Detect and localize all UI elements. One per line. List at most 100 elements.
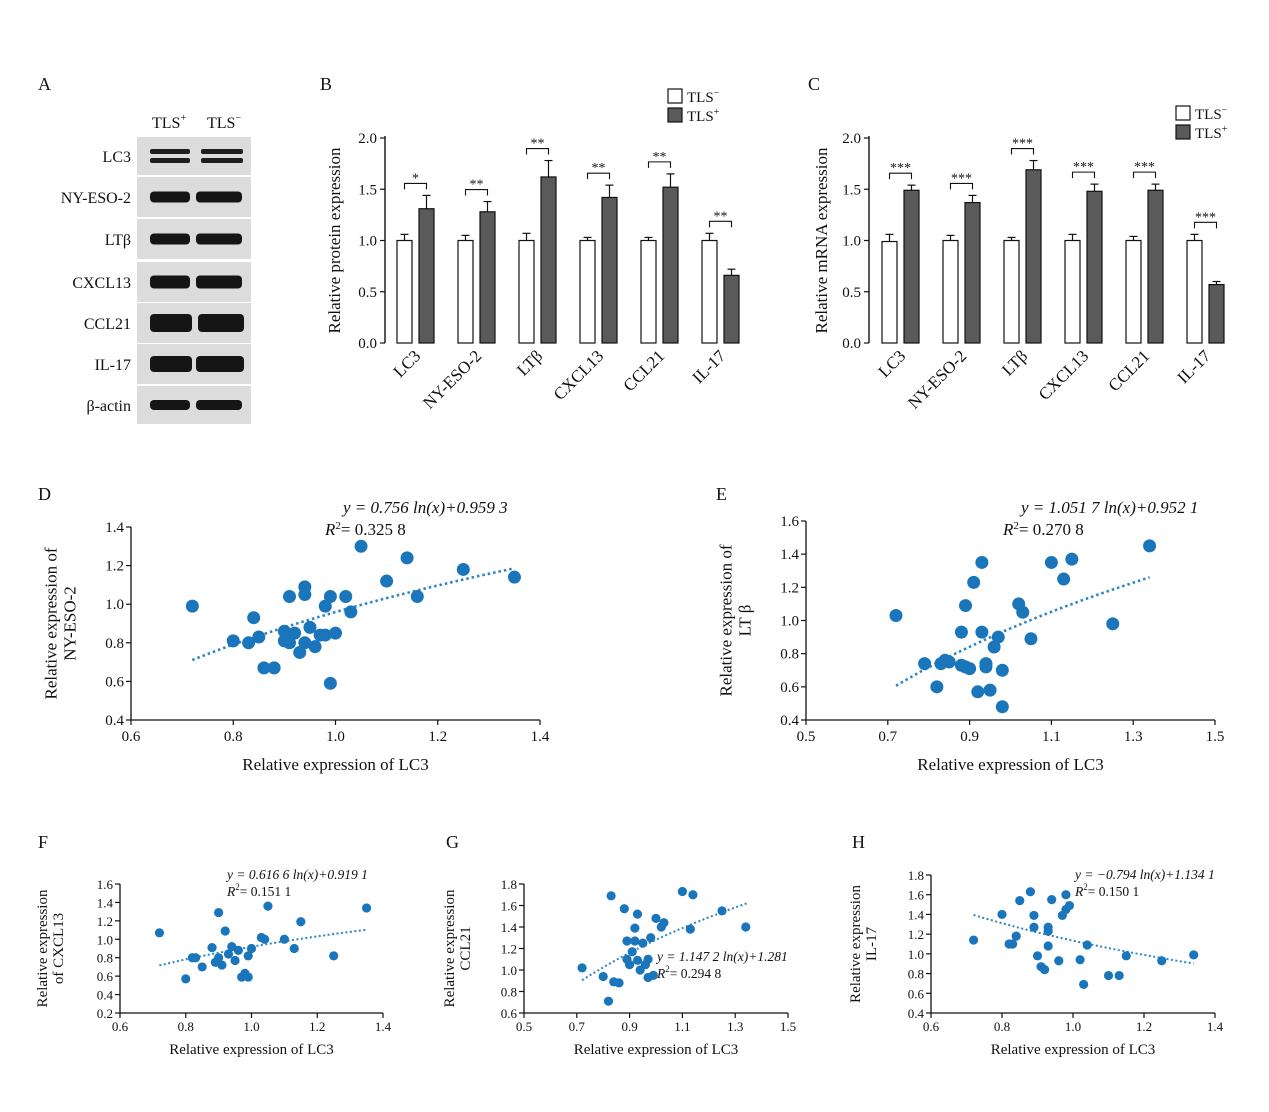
- x-tick-label: 1.2: [309, 1019, 325, 1034]
- data-point: [400, 551, 414, 565]
- data-point: [181, 974, 191, 984]
- data-point: [1044, 555, 1058, 569]
- bar-tls-neg: [518, 239, 535, 344]
- x-tick-label: 1.3: [727, 1019, 743, 1034]
- data-point: [717, 906, 727, 916]
- data-point: [1024, 632, 1038, 646]
- x-tick-label: 0.5: [797, 729, 816, 745]
- category-label: CCL21: [1104, 346, 1153, 395]
- blot-band: [196, 275, 242, 289]
- data-point: [247, 611, 261, 625]
- x-tick-label: 0.9: [621, 1019, 637, 1034]
- data-point: [318, 599, 332, 613]
- bar-tls-neg: [1125, 239, 1142, 344]
- category-label: LC3: [390, 346, 425, 381]
- category-label: LTβ: [998, 346, 1031, 379]
- data-point: [643, 954, 653, 964]
- scatter-chart-d: 0.40.60.81.01.21.40.6 0.8 1.0 1.2 1.4Relativ…: [42, 498, 550, 774]
- data-point: [380, 574, 394, 588]
- y-tick-label: 1.4: [780, 547, 799, 563]
- bar-tls-neg: [457, 239, 474, 344]
- data-point: [323, 676, 337, 690]
- y-tick-label: 1.0: [842, 234, 861, 250]
- x-tick-label: 1.4: [531, 729, 550, 745]
- y-axis-label: NY-ESO-2: [61, 586, 80, 661]
- data-point: [995, 700, 1009, 714]
- data-point: [252, 630, 266, 644]
- y-tick-label: 1.6: [908, 888, 925, 903]
- data-point: [979, 660, 993, 674]
- data-point: [963, 662, 977, 676]
- bar-tls-neg: [942, 239, 959, 344]
- y-axis-label: Relative protein expression: [325, 147, 344, 334]
- significance-label: ***: [1073, 160, 1094, 175]
- bar-tls-neg: [1064, 239, 1081, 344]
- data-point: [688, 890, 698, 900]
- y-tick-label: 0.2: [97, 1006, 113, 1021]
- x-tick-label: 1.4: [375, 1019, 392, 1034]
- data-point: [1157, 956, 1167, 966]
- data-point: [1029, 922, 1039, 932]
- data-point: [685, 924, 695, 934]
- data-point: [1065, 552, 1079, 566]
- blot-band: [150, 356, 192, 372]
- data-point: [651, 913, 661, 924]
- data-point: [625, 960, 635, 970]
- data-point: [1043, 941, 1053, 951]
- blot-band: [150, 400, 190, 410]
- x-axis-label: Relative expression of LC3: [242, 755, 429, 774]
- panel-label-g: G: [446, 832, 459, 852]
- blot-band: [196, 191, 242, 203]
- data-point: [1029, 910, 1039, 921]
- significance-label: **: [714, 209, 728, 224]
- bar-tls-neg: [396, 239, 413, 344]
- significance-bracket: [1071, 171, 1096, 179]
- x-tick-label: 1.3: [1124, 729, 1143, 745]
- significance-bracket: [403, 182, 428, 190]
- x-axis-label: Relative expression of LC3: [917, 755, 1104, 774]
- x-tick-label: 1.5: [780, 1019, 796, 1034]
- fit-equation: y = 1.147 2 ln(x)+1.281: [655, 949, 788, 964]
- blot-band: [196, 400, 242, 410]
- blot-row-label: LTβ: [105, 232, 131, 249]
- y-tick-label: 1.6: [780, 514, 799, 530]
- y-tick-label: 1.0: [501, 963, 517, 978]
- data-point: [969, 935, 979, 945]
- data-point: [282, 636, 296, 650]
- legend-swatch: [667, 88, 683, 104]
- panel-label-e: E: [716, 484, 727, 504]
- data-point: [975, 625, 989, 639]
- x-tick-label: 0.6: [923, 1019, 940, 1034]
- bar-tls-pos: [1208, 283, 1225, 344]
- x-tick-label: 1.0: [326, 729, 345, 745]
- data-point: [741, 922, 751, 932]
- data-point: [1106, 617, 1120, 631]
- bar-chart-b: 0.0 0.5 1.0 1.5 2.0 Relative protein expressi…: [325, 88, 740, 413]
- significance-bracket: [525, 148, 550, 155]
- blot-band: [201, 149, 243, 154]
- bar-tls-neg: [640, 239, 657, 344]
- data-point: [1025, 887, 1035, 897]
- data-point: [277, 624, 291, 638]
- bar-tls-pos: [723, 274, 740, 344]
- data-point: [303, 620, 317, 634]
- significance-bracket: [1193, 221, 1218, 229]
- data-point: [889, 609, 903, 623]
- data-point: [296, 917, 306, 927]
- blot-band: [201, 158, 243, 163]
- legend-label: TLS+: [1195, 124, 1228, 142]
- data-point: [1082, 940, 1092, 950]
- panel-label-f: F: [38, 832, 48, 852]
- blot-col-label-tls-pos: TLS+: [152, 113, 186, 132]
- x-tick-label: 1.0: [1065, 1019, 1081, 1034]
- data-point: [1189, 950, 1199, 960]
- y-tick-label: 0.4: [105, 713, 124, 729]
- x-axis-label: Relative expression of LC3: [574, 1042, 739, 1058]
- data-point: [361, 903, 372, 913]
- blot-band: [150, 275, 190, 289]
- category-label: NY-ESO-2: [904, 346, 970, 412]
- blot-row-label: β-actin: [86, 398, 131, 415]
- y-axis-label: Relative expression: [442, 889, 458, 1007]
- data-point: [967, 575, 981, 589]
- r-squared: R2= 0.325 8: [324, 520, 406, 539]
